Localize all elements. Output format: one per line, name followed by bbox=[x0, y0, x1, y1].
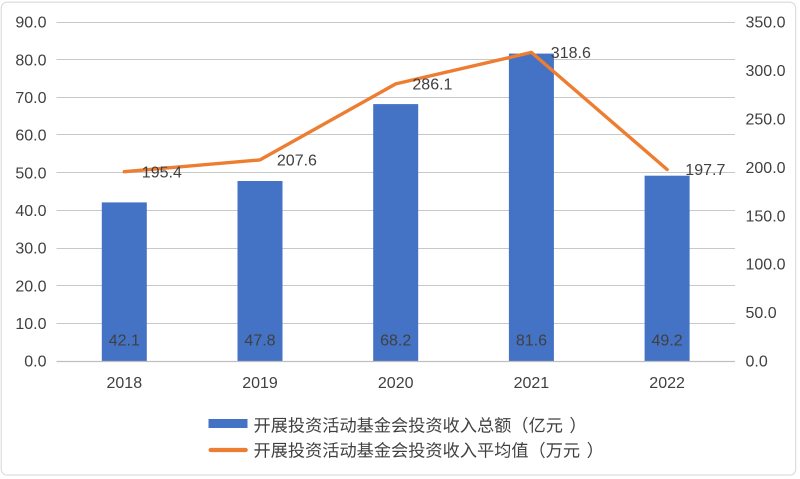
svg-text:2018: 2018 bbox=[107, 375, 143, 392]
svg-text:2022: 2022 bbox=[649, 375, 685, 392]
svg-text:70.0: 70.0 bbox=[15, 90, 46, 107]
svg-text:350.0: 350.0 bbox=[746, 15, 786, 32]
svg-text:47.8: 47.8 bbox=[244, 333, 275, 350]
svg-text:0.0: 0.0 bbox=[24, 354, 46, 371]
svg-text:68.2: 68.2 bbox=[380, 333, 411, 350]
svg-text:197.7: 197.7 bbox=[685, 162, 725, 179]
svg-text:200.0: 200.0 bbox=[746, 160, 786, 177]
svg-text:90.0: 90.0 bbox=[15, 15, 46, 32]
svg-text:50.0: 50.0 bbox=[746, 305, 777, 322]
svg-text:207.6: 207.6 bbox=[277, 153, 317, 170]
svg-text:81.6: 81.6 bbox=[516, 333, 547, 350]
svg-text:30.0: 30.0 bbox=[15, 241, 46, 258]
svg-text:100.0: 100.0 bbox=[746, 257, 786, 274]
svg-text:300.0: 300.0 bbox=[746, 63, 786, 80]
svg-text:195.4: 195.4 bbox=[142, 164, 182, 181]
svg-text:40.0: 40.0 bbox=[15, 203, 46, 220]
svg-text:250.0: 250.0 bbox=[746, 112, 786, 129]
svg-text:80.0: 80.0 bbox=[15, 52, 46, 69]
svg-text:318.6: 318.6 bbox=[551, 45, 591, 62]
svg-text:2021: 2021 bbox=[514, 375, 550, 392]
svg-text:0.0: 0.0 bbox=[746, 354, 768, 371]
svg-text:286.1: 286.1 bbox=[412, 77, 452, 94]
svg-text:2019: 2019 bbox=[242, 375, 278, 392]
svg-text:150.0: 150.0 bbox=[746, 208, 786, 225]
svg-text:20.0: 20.0 bbox=[15, 278, 46, 295]
svg-text:10.0: 10.0 bbox=[15, 316, 46, 333]
svg-text:49.2: 49.2 bbox=[652, 333, 683, 350]
svg-text:60.0: 60.0 bbox=[15, 128, 46, 145]
svg-text:50.0: 50.0 bbox=[15, 165, 46, 182]
svg-text:42.1: 42.1 bbox=[109, 333, 140, 350]
svg-text:2020: 2020 bbox=[378, 375, 414, 392]
